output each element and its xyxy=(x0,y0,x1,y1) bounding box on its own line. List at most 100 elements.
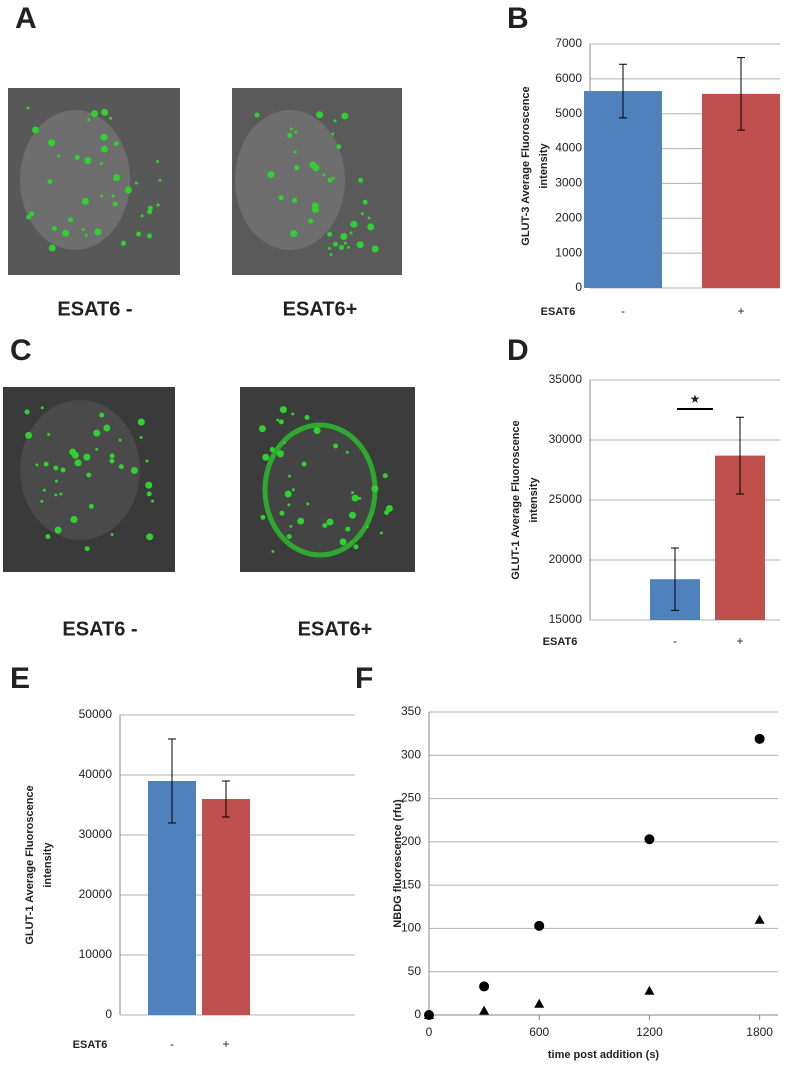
fluorescent-spot xyxy=(158,178,162,182)
cell xyxy=(262,422,378,558)
fluorescent-spot xyxy=(360,212,364,216)
fluorescent-spot xyxy=(322,173,326,177)
fluorescent-spot xyxy=(87,118,91,122)
y-axis-label: GLUT-1 Average Fluoroscence xyxy=(24,785,36,944)
y-tick-label: 4000 xyxy=(555,141,582,155)
fluorescent-spot xyxy=(340,233,348,241)
point xyxy=(644,834,655,845)
fluorescent-spot xyxy=(353,544,359,550)
fluorescent-spot xyxy=(349,231,353,235)
y-tick-label: 50 xyxy=(408,964,422,978)
fluorescent-spot xyxy=(109,458,115,464)
x-tick-label: + xyxy=(737,304,744,318)
point xyxy=(424,1010,434,1019)
image-caption: ESAT6 - xyxy=(62,618,137,640)
point xyxy=(754,733,765,744)
fluorescent-spot xyxy=(293,150,297,154)
y-tick-label: 40000 xyxy=(79,767,113,781)
error-bar xyxy=(168,738,176,824)
bar xyxy=(584,91,662,288)
cell xyxy=(20,400,140,540)
fluorescent-spot xyxy=(347,245,351,249)
y-tick-label: 5000 xyxy=(555,106,582,120)
fluorescent-spot xyxy=(146,491,152,497)
y-tick-label: 350 xyxy=(401,704,421,718)
fluorescent-spot xyxy=(304,415,310,421)
y-tick-label: 15000 xyxy=(549,612,583,626)
y-tick-label: 0 xyxy=(105,1007,112,1021)
fluorescent-spot xyxy=(24,409,30,415)
y-tick-label: 150 xyxy=(401,877,421,891)
y-tick-label: 50000 xyxy=(79,707,113,721)
x-tick-label: - xyxy=(621,304,625,318)
fluorescent-spot xyxy=(146,533,154,541)
x-tick-label: - xyxy=(673,634,677,648)
fluorescent-spot xyxy=(288,474,292,478)
fluorescent-spot xyxy=(100,194,104,198)
fluorescent-spot xyxy=(291,488,295,492)
y-tick-label: 250 xyxy=(401,791,421,805)
y-tick-label: 3000 xyxy=(555,176,582,190)
fluorescent-spot xyxy=(262,453,270,461)
image-caption: ESAT6 - xyxy=(57,298,132,320)
y-tick-label: 20000 xyxy=(79,887,113,901)
y-axis-label: GLUT-3 Average Fluoroscence xyxy=(520,86,532,245)
fluorescent-spot xyxy=(137,418,145,426)
fluorescent-spot xyxy=(42,488,46,492)
fluorescent-spot xyxy=(99,161,103,165)
fluorescent-spot xyxy=(101,145,109,153)
fluorescent-spot xyxy=(331,132,335,136)
y-tick-label: 35000 xyxy=(549,372,583,386)
fluorescent-spot xyxy=(385,504,393,512)
fluorescent-spot xyxy=(283,441,287,445)
fluorescent-spot xyxy=(279,510,285,516)
panel-label: B xyxy=(507,2,529,35)
y-tick-label: 25000 xyxy=(549,492,583,506)
y-tick-label: 1000 xyxy=(555,245,582,259)
cell xyxy=(235,110,345,250)
fluorescent-spot xyxy=(362,199,368,205)
point xyxy=(644,985,655,995)
fluorescent-spot xyxy=(145,481,153,489)
fluorescent-spot xyxy=(327,177,333,183)
y-axis-label: intensity xyxy=(42,842,54,888)
fluorescent-spot xyxy=(147,233,153,239)
fluorescent-spot xyxy=(120,240,126,246)
fluorescent-spot xyxy=(291,412,295,416)
y-tick-label: 30000 xyxy=(79,827,113,841)
fluorescent-spot xyxy=(311,206,319,214)
x-axis-label: ESAT6 xyxy=(543,636,578,648)
fluorescent-spot xyxy=(278,419,284,425)
fluorescent-spot xyxy=(327,247,331,251)
fluorescent-spot xyxy=(48,244,56,252)
fluorescent-spot xyxy=(350,220,358,228)
fluorescent-spot xyxy=(271,549,275,553)
fluorescent-spot xyxy=(40,499,44,503)
y-tick-label: 2000 xyxy=(555,210,582,224)
fluorescent-spot xyxy=(136,231,142,237)
fluorescent-spot xyxy=(68,217,74,223)
panel-label: E xyxy=(10,662,30,695)
fluorescent-spot xyxy=(327,231,333,237)
fluorescent-spot xyxy=(118,438,122,442)
fluorescent-spot xyxy=(301,461,307,467)
error-bar xyxy=(671,547,679,611)
fluorescent-spot xyxy=(99,412,105,418)
fluorescent-spot xyxy=(93,429,101,437)
fluorescent-spot xyxy=(59,492,63,496)
fluorescent-spot xyxy=(147,205,153,211)
x-tick-label: 600 xyxy=(529,1025,549,1039)
x-tick-label: 1800 xyxy=(746,1025,773,1039)
fluorescent-spot xyxy=(109,453,115,459)
fluorescent-spot xyxy=(70,516,78,524)
fluorescent-spot xyxy=(336,144,342,150)
fluorescent-spot xyxy=(382,473,388,479)
fluorescent-spot xyxy=(81,198,89,206)
fluorescent-spot xyxy=(112,201,118,207)
fluorescent-spot xyxy=(358,496,362,500)
error-bar xyxy=(737,57,745,131)
fluorescent-spot xyxy=(371,485,379,493)
fluorescent-spot xyxy=(289,127,293,131)
fluorescent-spot xyxy=(26,106,30,110)
